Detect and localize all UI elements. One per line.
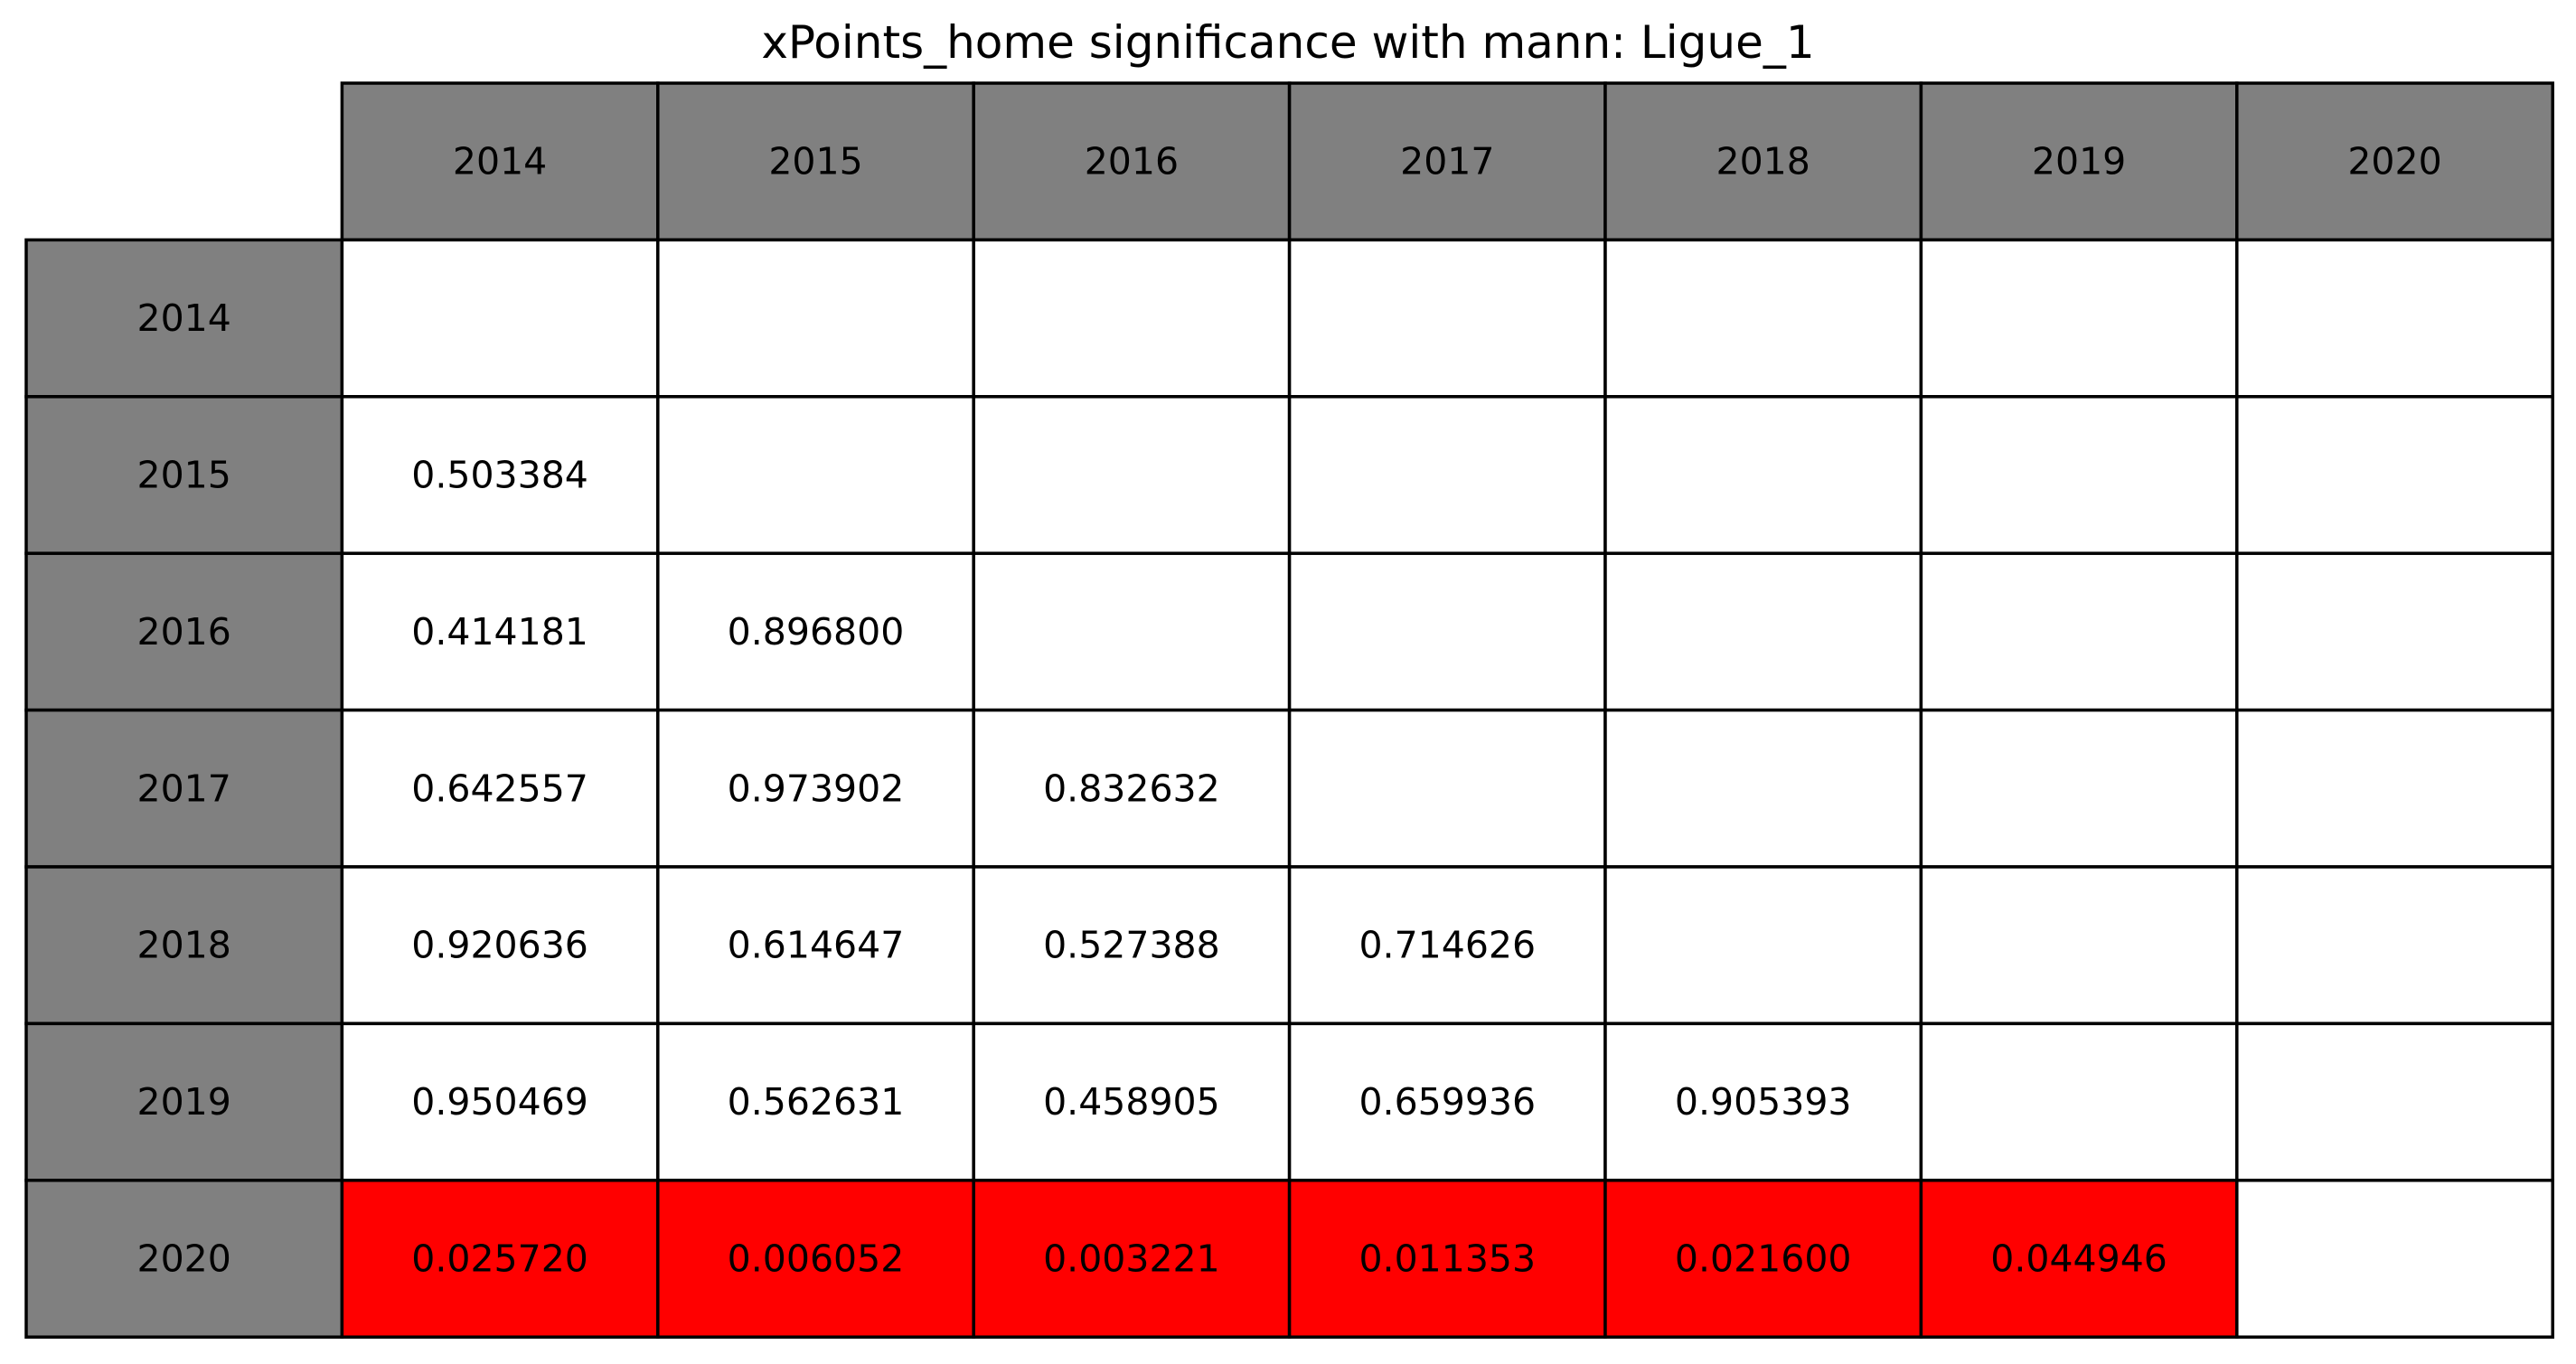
table-cell <box>2235 238 2554 399</box>
table-cell <box>656 708 975 869</box>
table-cell <box>1287 238 1607 399</box>
table-cell <box>2235 395 2554 555</box>
cell-value: 0.950469 <box>411 1080 588 1124</box>
cell-value: 0.714626 <box>1359 924 1536 967</box>
table-cell <box>656 865 975 1026</box>
cell-value: 0.025720 <box>411 1237 588 1281</box>
cell-value: 0.973902 <box>728 767 905 810</box>
table-cell <box>1603 1021 1923 1182</box>
table-cell <box>1919 1021 2239 1182</box>
cell-value: 0.642557 <box>411 767 588 810</box>
column-header-label: 2016 <box>1085 140 1179 183</box>
table-cell <box>656 1021 975 1182</box>
significant-cell <box>1919 1179 2239 1339</box>
table-cell <box>2235 1021 2554 1182</box>
row-header-cell <box>24 238 344 399</box>
column-header-label: 2019 <box>2032 140 2126 183</box>
row-header-label: 2018 <box>137 924 231 967</box>
row-header-label: 2019 <box>137 1080 231 1124</box>
cell-value: 0.614647 <box>728 924 905 967</box>
cell-value: 0.905393 <box>1675 1080 1852 1124</box>
table-cell <box>1919 238 2239 399</box>
column-header-cell <box>1919 81 2239 242</box>
cell-value: 0.920636 <box>411 924 588 967</box>
cell-value: 0.503384 <box>411 454 588 497</box>
column-header-label: 2014 <box>453 140 547 183</box>
column-header-label: 2018 <box>1716 140 1810 183</box>
row-header-cell <box>24 1021 344 1182</box>
table-cell <box>1603 551 1923 712</box>
table-cell <box>1919 551 2239 712</box>
column-header-cell <box>972 81 1292 242</box>
table-cell <box>1603 865 1923 1026</box>
significant-cell <box>1603 1179 1923 1339</box>
row-header-label: 2016 <box>137 610 231 654</box>
table-cell <box>656 238 975 399</box>
column-header-cell <box>656 81 975 242</box>
table-cell <box>340 395 660 555</box>
table-cell <box>1287 865 1607 1026</box>
column-header-label: 2020 <box>2347 140 2441 183</box>
table-cell <box>656 395 975 555</box>
table-cell <box>1919 865 2239 1026</box>
significant-cell <box>656 1179 975 1339</box>
cell-value: 0.527388 <box>1043 924 1220 967</box>
cell-value: 0.003221 <box>1043 1237 1220 1281</box>
column-header-label: 2017 <box>1400 140 1494 183</box>
row-header-label: 2020 <box>137 1237 231 1281</box>
table-cell <box>1287 708 1607 869</box>
table-cell <box>972 865 1292 1026</box>
table-cell <box>972 395 1292 555</box>
cell-value: 0.832632 <box>1043 767 1220 810</box>
row-header-label: 2017 <box>137 767 231 810</box>
table-cell <box>2235 551 2554 712</box>
table-cell <box>1603 238 1923 399</box>
column-header-cell <box>340 81 660 242</box>
table-cell <box>2235 1179 2554 1339</box>
cell-value: 0.011353 <box>1359 1237 1536 1281</box>
table-cell <box>972 708 1292 869</box>
table-cell <box>1287 551 1607 712</box>
table-cell <box>1919 395 2239 555</box>
table-cell <box>340 551 660 712</box>
significance-table: 2014 2015 2016 2017 2018 2019 2020 2014 2015 0.50… <box>24 81 2554 1339</box>
cell-value: 0.414181 <box>411 610 588 654</box>
row-header-label: 2015 <box>137 454 231 497</box>
row-header-label: 2014 <box>137 296 231 340</box>
cell-value: 0.458905 <box>1043 1080 1220 1124</box>
table-cell <box>972 551 1292 712</box>
column-header-label: 2015 <box>768 140 862 183</box>
cell-value: 0.044946 <box>1990 1237 2167 1281</box>
table-cell <box>340 865 660 1026</box>
table-cell <box>972 238 1292 399</box>
table-cell <box>1287 395 1607 555</box>
table-cell <box>1287 1021 1607 1182</box>
table-cell <box>1603 395 1923 555</box>
table-cell <box>2235 865 2554 1026</box>
cell-value: 0.006052 <box>728 1237 905 1281</box>
cell-value: 0.562631 <box>728 1080 905 1124</box>
column-header-cell <box>1287 81 1607 242</box>
row-header-cell <box>24 1179 344 1339</box>
cell-value: 0.659936 <box>1359 1080 1536 1124</box>
row-header-cell <box>24 708 344 869</box>
table-cell <box>340 238 660 399</box>
table-cell <box>1603 708 1923 869</box>
table-cell <box>2235 708 2554 869</box>
table-cell <box>1919 708 2239 869</box>
row-header-cell <box>24 865 344 1026</box>
cell-value: 0.896800 <box>728 610 905 654</box>
chart-title: xPoints_home significance with mann: Lig… <box>761 16 1814 69</box>
cell-value: 0.021600 <box>1675 1237 1852 1281</box>
